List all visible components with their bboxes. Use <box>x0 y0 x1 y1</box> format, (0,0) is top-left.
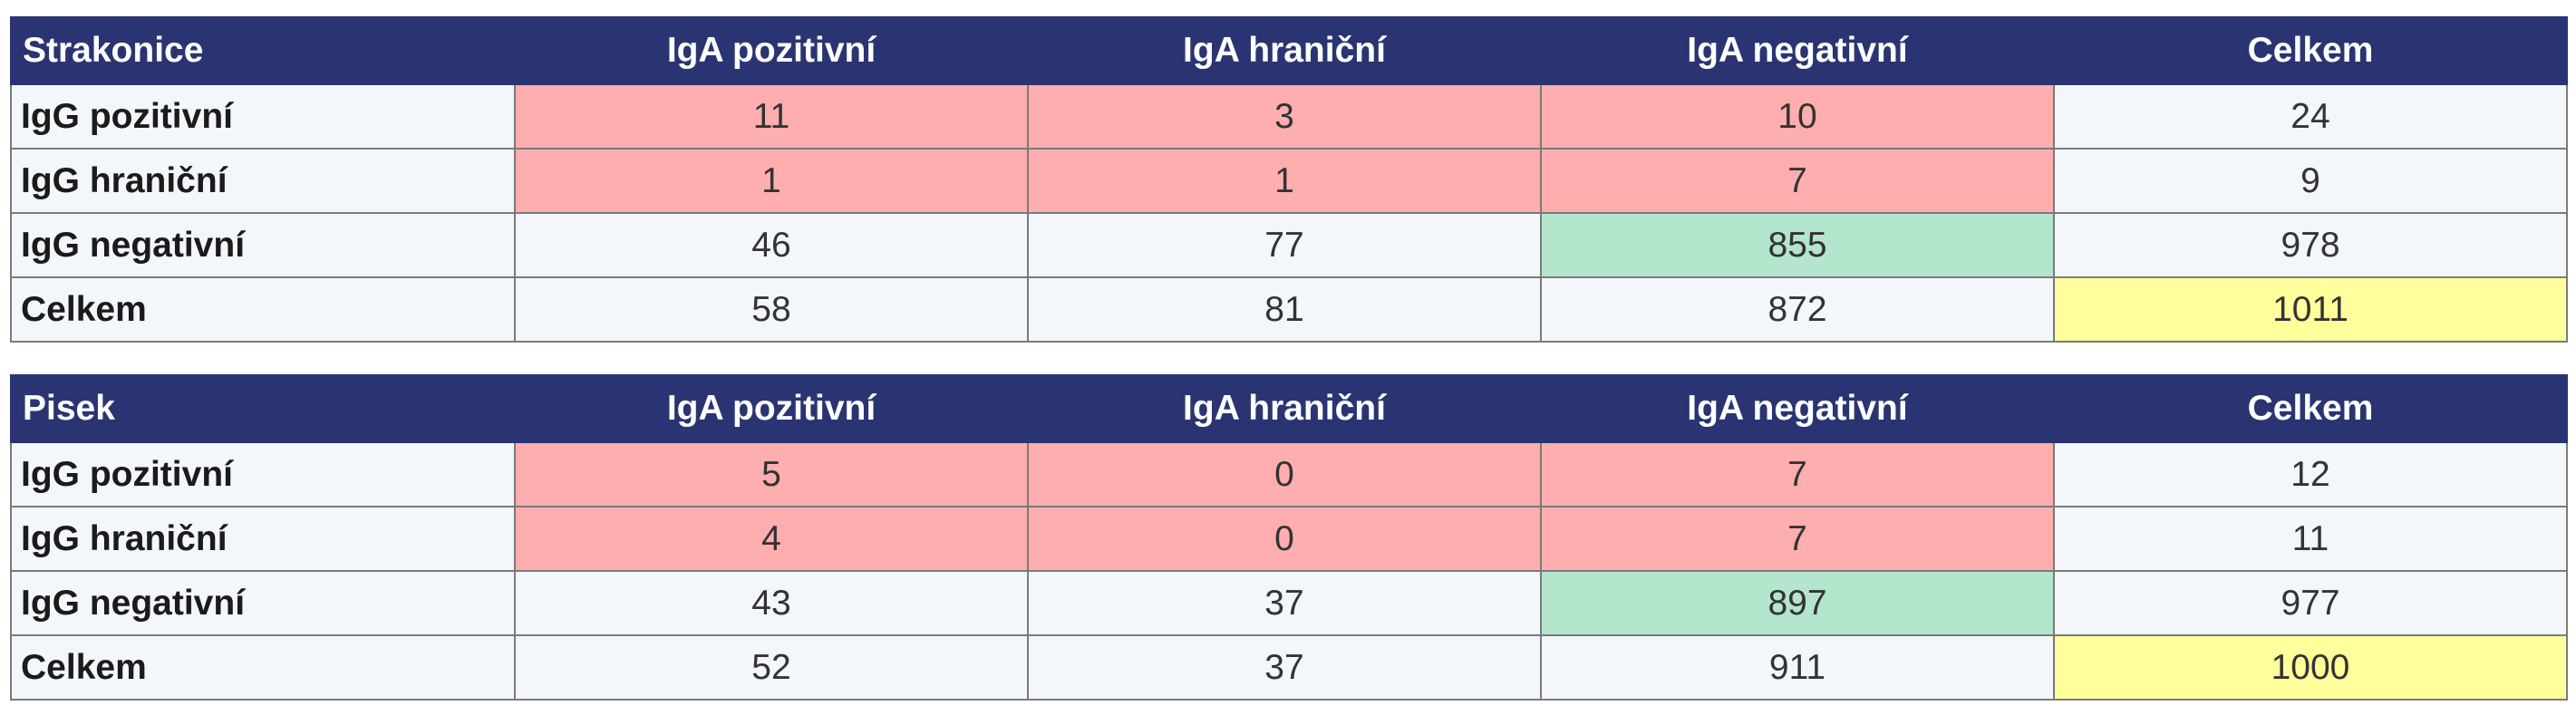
table-cell: 977 <box>2053 570 2568 636</box>
table-title: Pisek <box>10 374 516 443</box>
table-cell: 12 <box>2053 441 2568 508</box>
table-cell: 897 <box>1540 570 2055 636</box>
column-header: Celkem <box>2053 16 2568 85</box>
row-label: Celkem <box>10 276 516 343</box>
table-cell: 1 <box>1027 148 1542 214</box>
table-cell: 0 <box>1027 506 1542 572</box>
column-header: IgA negativní <box>1540 16 2055 85</box>
table-cell: 1 <box>514 148 1029 214</box>
strakonice-table: Strakonice IgA pozitivní IgA hraniční Ig… <box>10 16 2568 343</box>
table-row: IgG hraniční 1 1 7 9 <box>10 148 2568 214</box>
column-header: IgA pozitivní <box>514 374 1029 443</box>
row-label: Celkem <box>10 634 516 701</box>
table-row: IgG hraniční 4 0 7 11 <box>10 506 2568 572</box>
table-cell: 0 <box>1027 441 1542 508</box>
table-cell: 37 <box>1027 634 1542 701</box>
table-row: IgG negativní 46 77 855 978 <box>10 212 2568 278</box>
column-header: Celkem <box>2053 374 2568 443</box>
header-row: Pisek IgA pozitivní IgA hraniční IgA neg… <box>10 374 2568 443</box>
table-cell: 3 <box>1027 83 1542 150</box>
column-header: IgA hraniční <box>1027 374 1542 443</box>
grand-total-cell: 1011 <box>2053 276 2568 343</box>
column-header: IgA pozitivní <box>514 16 1029 85</box>
row-label: IgG hraniční <box>10 506 516 572</box>
table-cell: 58 <box>514 276 1029 343</box>
pisek-table: Pisek IgA pozitivní IgA hraniční IgA neg… <box>10 374 2568 701</box>
total-row: Celkem 52 37 911 1000 <box>10 634 2568 701</box>
table-row: IgG pozitivní 5 0 7 12 <box>10 441 2568 508</box>
table-cell: 37 <box>1027 570 1542 636</box>
table-cell: 11 <box>514 83 1029 150</box>
row-label: IgG pozitivní <box>10 83 516 150</box>
table-cell: 4 <box>514 506 1029 572</box>
table-cell: 46 <box>514 212 1029 278</box>
table-cell: 24 <box>2053 83 2568 150</box>
table-cell: 81 <box>1027 276 1542 343</box>
table-title: Strakonice <box>10 16 516 85</box>
table-cell: 872 <box>1540 276 2055 343</box>
table-cell: 43 <box>514 570 1029 636</box>
table-cell: 10 <box>1540 83 2055 150</box>
table-cell: 5 <box>514 441 1029 508</box>
column-header: IgA hraniční <box>1027 16 1542 85</box>
table-cell: 11 <box>2053 506 2568 572</box>
total-row: Celkem 58 81 872 1011 <box>10 276 2568 343</box>
table-cell: 7 <box>1540 148 2055 214</box>
table-cell: 7 <box>1540 506 2055 572</box>
table-cell: 77 <box>1027 212 1542 278</box>
table-cell: 52 <box>514 634 1029 701</box>
row-label: IgG pozitivní <box>10 441 516 508</box>
row-label: IgG negativní <box>10 570 516 636</box>
table-cell: 911 <box>1540 634 2055 701</box>
table-cell: 978 <box>2053 212 2568 278</box>
header-row: Strakonice IgA pozitivní IgA hraniční Ig… <box>10 16 2568 85</box>
column-header: IgA negativní <box>1540 374 2055 443</box>
table-cell: 855 <box>1540 212 2055 278</box>
table-cell: 7 <box>1540 441 2055 508</box>
row-label: IgG negativní <box>10 212 516 278</box>
table-cell: 9 <box>2053 148 2568 214</box>
table-row: IgG negativní 43 37 897 977 <box>10 570 2568 636</box>
row-label: IgG hraniční <box>10 148 516 214</box>
table-row: IgG pozitivní 11 3 10 24 <box>10 83 2568 150</box>
grand-total-cell: 1000 <box>2053 634 2568 701</box>
